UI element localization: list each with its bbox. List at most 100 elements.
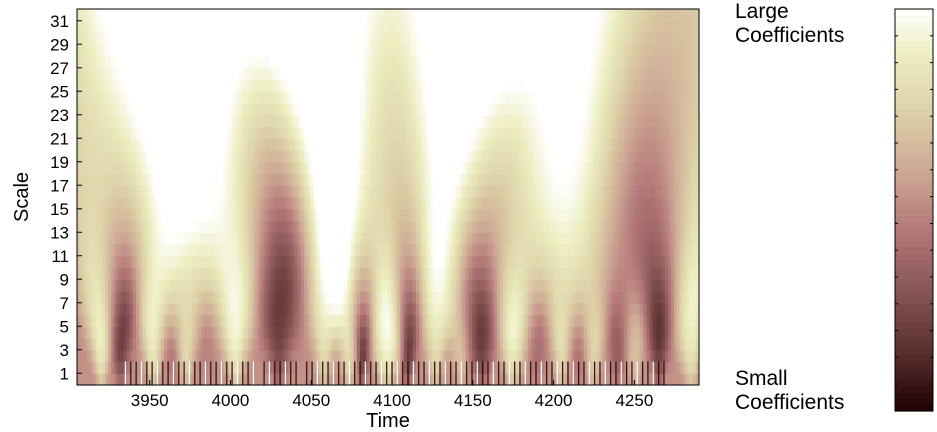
heatmap-cell <box>515 361 520 374</box>
heatmap-cell <box>285 114 290 128</box>
heatmap-cell <box>192 326 196 339</box>
heatmap-cell <box>136 255 140 269</box>
heatmap-cell <box>462 91 467 104</box>
heatmap-cell <box>583 279 588 292</box>
heatmap-cell <box>229 326 234 339</box>
heatmap-cell <box>195 314 199 327</box>
heatmap-cell <box>164 255 168 269</box>
heatmap-cell <box>198 114 202 128</box>
heatmap-cell <box>316 161 321 175</box>
heatmap-cell <box>499 220 504 233</box>
heatmap-cell <box>487 161 492 175</box>
heatmap-cell <box>310 326 314 339</box>
heatmap-cell <box>683 255 688 269</box>
heatmap-cell <box>391 150 395 163</box>
heatmap-cell <box>462 349 467 363</box>
heatmap-cell <box>596 126 601 139</box>
heatmap-cell <box>248 338 252 351</box>
heatmap-cell <box>294 114 299 128</box>
heatmap-cell <box>447 361 451 374</box>
heatmap-cell <box>164 349 168 363</box>
heatmap-cell <box>77 314 81 327</box>
heatmap-cell <box>565 138 569 151</box>
heatmap-cell <box>509 185 513 198</box>
heatmap-cell <box>322 361 327 374</box>
heatmap-cell <box>487 138 492 151</box>
heatmap-cell <box>618 373 622 386</box>
heatmap-cell <box>419 373 423 386</box>
heatmap-cell <box>101 114 106 128</box>
heatmap-cell <box>347 314 352 327</box>
heatmap-cell <box>412 291 417 304</box>
heatmap-cell <box>378 138 383 151</box>
heatmap-cell <box>596 361 601 374</box>
heatmap-cell <box>596 138 601 151</box>
heatmap-cell <box>412 326 417 339</box>
heatmap-cell <box>132 361 137 374</box>
heatmap-cell <box>244 126 249 139</box>
heatmap-cell <box>487 244 492 257</box>
heatmap-cell <box>375 314 380 327</box>
heatmap-cell <box>356 267 361 280</box>
heatmap-cell <box>328 185 333 198</box>
heatmap-cell <box>332 150 336 163</box>
heatmap-cell <box>450 338 454 351</box>
heatmap-cell <box>353 126 358 139</box>
heatmap-cell <box>223 185 227 198</box>
heatmap-cell <box>608 126 613 139</box>
heatmap-cell <box>148 126 153 139</box>
heatmap-cell <box>179 349 184 363</box>
heatmap-cell <box>664 349 669 363</box>
heatmap-cell <box>559 220 563 233</box>
heatmap-cell <box>157 220 162 233</box>
heatmap-cell <box>226 244 230 257</box>
heatmap-cell <box>440 338 445 351</box>
heatmap-cell <box>241 255 246 269</box>
heatmap-cell <box>160 255 165 269</box>
heatmap-cell <box>403 349 408 363</box>
heatmap-cell <box>77 267 81 280</box>
heatmap-cell <box>568 314 573 327</box>
heatmap-cell <box>319 326 324 339</box>
heatmap-cell <box>126 103 131 116</box>
heatmap-cell <box>515 161 520 175</box>
heatmap-cell <box>671 291 675 304</box>
heatmap-cell <box>254 373 258 386</box>
heatmap-cell <box>667 279 672 292</box>
heatmap-cell <box>456 126 461 139</box>
heatmap-cell <box>170 338 175 351</box>
heatmap-cell <box>493 291 498 304</box>
heatmap-cell <box>465 138 470 151</box>
heatmap-cell <box>605 185 610 198</box>
heatmap-cell <box>391 314 395 327</box>
heatmap-cell <box>201 232 206 245</box>
heatmap-cell <box>437 349 442 363</box>
heatmap-cell <box>142 208 147 222</box>
heatmap-cell <box>593 279 597 292</box>
heatmap-cell <box>129 126 134 139</box>
heatmap-cell <box>661 185 666 198</box>
heatmap-cell <box>515 220 520 233</box>
heatmap-cell <box>114 314 119 327</box>
heatmap-cell <box>599 91 604 104</box>
heatmap-cell <box>350 291 355 304</box>
heatmap-cell <box>540 244 545 257</box>
heatmap-cell <box>272 161 277 175</box>
heatmap-cell <box>332 314 336 327</box>
heatmap-cell <box>192 361 196 374</box>
heatmap-cell <box>350 373 355 386</box>
heatmap-cell <box>363 197 367 210</box>
heatmap-cell <box>344 173 349 186</box>
heatmap-cell <box>559 244 563 257</box>
heatmap-cell <box>447 103 451 116</box>
heatmap-cell <box>142 197 147 210</box>
heatmap-cell <box>229 185 234 198</box>
heatmap-cell <box>288 338 293 351</box>
heatmap-cell <box>263 326 268 339</box>
heatmap-cell <box>170 373 175 386</box>
heatmap-cell <box>490 161 495 175</box>
heatmap-cell <box>167 267 171 280</box>
heatmap-cell <box>384 314 389 327</box>
heatmap-cell <box>360 197 364 210</box>
heatmap-cell <box>216 267 221 280</box>
